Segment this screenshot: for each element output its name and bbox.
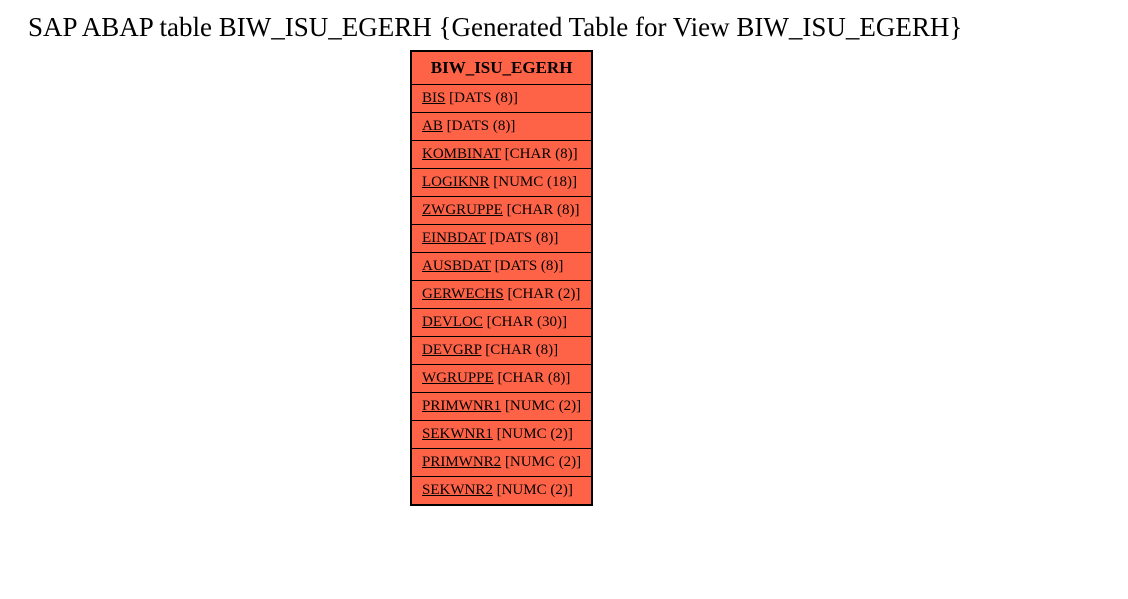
table-cell: WGRUPPE [CHAR (8)] — [411, 365, 592, 393]
table-cell: DEVLOC [CHAR (30)] — [411, 309, 592, 337]
table-cell: EINBDAT [DATS (8)] — [411, 225, 592, 253]
table-row: AUSBDAT [DATS (8)] — [411, 253, 592, 281]
field-type: [CHAR (8)] — [497, 370, 570, 386]
field-type: [NUMC (2)] — [505, 398, 581, 414]
field-type: [CHAR (2)] — [507, 286, 580, 302]
table-cell: SEKWNR1 [NUMC (2)] — [411, 421, 592, 449]
table-row: SEKWNR2 [NUMC (2)] — [411, 477, 592, 506]
field-type: [NUMC (18)] — [493, 174, 577, 190]
field-name[interactable]: PRIMWNR1 — [422, 398, 501, 414]
table-cell: PRIMWNR2 [NUMC (2)] — [411, 449, 592, 477]
field-type: [DATS (8)] — [449, 90, 518, 106]
schema-table: BIW_ISU_EGERH BIS [DATS (8)] AB [DATS (8… — [410, 50, 593, 506]
table-row: EINBDAT [DATS (8)] — [411, 225, 592, 253]
field-name[interactable]: EINBDAT — [422, 230, 486, 246]
table-cell: BIS [DATS (8)] — [411, 85, 592, 113]
table-header-row: BIW_ISU_EGERH — [411, 51, 592, 85]
field-type: [DATS (8)] — [447, 118, 516, 134]
field-name[interactable]: AUSBDAT — [422, 258, 491, 274]
table-cell: LOGIKNR [NUMC (18)] — [411, 169, 592, 197]
table-row: LOGIKNR [NUMC (18)] — [411, 169, 592, 197]
table-cell: ZWGRUPPE [CHAR (8)] — [411, 197, 592, 225]
table-cell: PRIMWNR1 [NUMC (2)] — [411, 393, 592, 421]
field-name[interactable]: SEKWNR2 — [422, 482, 493, 498]
field-type: [NUMC (2)] — [497, 426, 573, 442]
field-name[interactable]: PRIMWNR2 — [422, 454, 501, 470]
table-cell: AUSBDAT [DATS (8)] — [411, 253, 592, 281]
table-row: DEVLOC [CHAR (30)] — [411, 309, 592, 337]
field-name[interactable]: AB — [422, 118, 443, 134]
table-header: BIW_ISU_EGERH — [411, 51, 592, 85]
field-type: [NUMC (2)] — [497, 482, 573, 498]
page-title: SAP ABAP table BIW_ISU_EGERH {Generated … — [0, 12, 1128, 43]
table-cell: KOMBINAT [CHAR (8)] — [411, 141, 592, 169]
field-name[interactable]: BIS — [422, 90, 445, 106]
table-row: AB [DATS (8)] — [411, 113, 592, 141]
field-name[interactable]: LOGIKNR — [422, 174, 490, 190]
field-type: [DATS (8)] — [495, 258, 564, 274]
table-row: PRIMWNR1 [NUMC (2)] — [411, 393, 592, 421]
table-cell: AB [DATS (8)] — [411, 113, 592, 141]
field-type: [NUMC (2)] — [505, 454, 581, 470]
table-row: ZWGRUPPE [CHAR (8)] — [411, 197, 592, 225]
table-row: WGRUPPE [CHAR (8)] — [411, 365, 592, 393]
field-type: [CHAR (30)] — [487, 314, 567, 330]
field-type: [CHAR (8)] — [507, 202, 580, 218]
field-name[interactable]: DEVGRP — [422, 342, 481, 358]
field-name[interactable]: KOMBINAT — [422, 146, 501, 162]
field-name[interactable]: GERWECHS — [422, 286, 504, 302]
field-name[interactable]: WGRUPPE — [422, 370, 494, 386]
table-cell: SEKWNR2 [NUMC (2)] — [411, 477, 592, 506]
table-body: BIS [DATS (8)] AB [DATS (8)] KOMBINAT [C… — [411, 85, 592, 506]
table-cell: DEVGRP [CHAR (8)] — [411, 337, 592, 365]
table-row: DEVGRP [CHAR (8)] — [411, 337, 592, 365]
table-row: BIS [DATS (8)] — [411, 85, 592, 113]
field-type: [CHAR (8)] — [505, 146, 578, 162]
table-row: GERWECHS [CHAR (2)] — [411, 281, 592, 309]
table-cell: GERWECHS [CHAR (2)] — [411, 281, 592, 309]
table-row: PRIMWNR2 [NUMC (2)] — [411, 449, 592, 477]
field-name[interactable]: DEVLOC — [422, 314, 483, 330]
table-row: SEKWNR1 [NUMC (2)] — [411, 421, 592, 449]
field-name[interactable]: ZWGRUPPE — [422, 202, 503, 218]
field-type: [DATS (8)] — [490, 230, 559, 246]
field-type: [CHAR (8)] — [485, 342, 558, 358]
table-row: KOMBINAT [CHAR (8)] — [411, 141, 592, 169]
field-name[interactable]: SEKWNR1 — [422, 426, 493, 442]
